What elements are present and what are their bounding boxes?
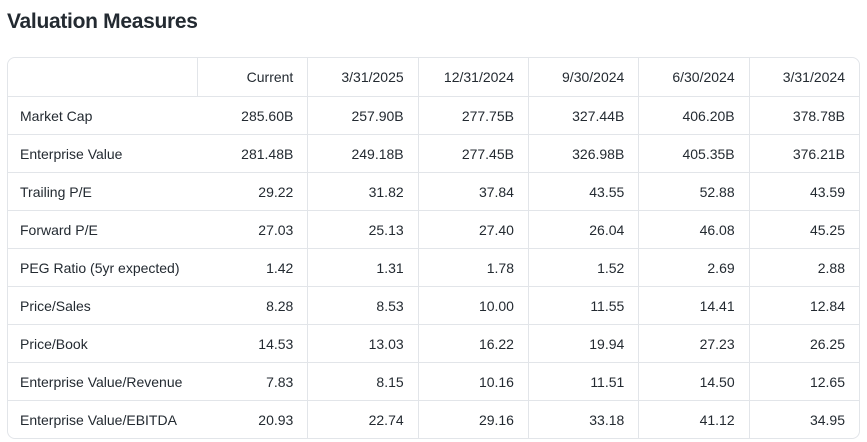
value-cell: 41.12 [638, 400, 749, 438]
value-cell: 33.18 [527, 400, 639, 438]
value-cell: 27.40 [417, 210, 528, 248]
value-cell: 29.16 [417, 400, 528, 438]
row-label: PEG Ratio (5yr expected) [8, 248, 197, 286]
value-cell: 277.45B [417, 134, 528, 172]
value-cell: 8.53 [307, 286, 418, 324]
value-cell: 281.48B [197, 134, 308, 172]
value-cell: 20.93 [197, 400, 308, 438]
value-cell: 11.55 [527, 286, 639, 324]
value-cell: 2.69 [638, 248, 749, 286]
corner-header [8, 58, 197, 96]
column-header: 9/30/2024 [527, 58, 639, 96]
value-cell: 376.21B [748, 134, 859, 172]
value-cell: 327.44B [527, 96, 639, 134]
value-cell: 43.59 [748, 172, 859, 210]
value-cell: 29.22 [197, 172, 308, 210]
column-header: 3/31/2025 [307, 58, 418, 96]
value-cell: 11.51 [527, 362, 639, 400]
row-label: Trailing P/E [8, 172, 197, 210]
value-cell: 1.78 [417, 248, 528, 286]
value-cell: 10.00 [417, 286, 528, 324]
value-cell: 45.25 [748, 210, 859, 248]
value-cell: 37.84 [417, 172, 528, 210]
table-row: Price/Sales 8.28 8.53 10.00 11.55 14.41 12.84 [8, 286, 859, 324]
column-header: 3/31/2024 [748, 58, 859, 96]
row-label: Price/Sales [8, 286, 197, 324]
value-cell: 14.50 [638, 362, 749, 400]
row-label: Enterprise Value/EBITDA [8, 400, 197, 438]
value-cell: 8.28 [197, 286, 308, 324]
value-cell: 25.13 [307, 210, 418, 248]
value-cell: 285.60B [197, 96, 308, 134]
column-header: Current [197, 58, 308, 96]
header-row: Current 3/31/2025 12/31/2024 9/30/2024 6/30/… [8, 58, 859, 96]
value-cell: 22.74 [307, 400, 418, 438]
table-row: Forward P/E 27.03 25.13 27.40 26.04 46.08 45.2… [8, 210, 859, 248]
row-label: Enterprise Value/Revenue [8, 362, 197, 400]
value-cell: 27.03 [197, 210, 308, 248]
table-row: Price/Book 14.53 13.03 16.22 19.94 27.23 26.25 [8, 324, 859, 362]
column-header: 12/31/2024 [417, 58, 528, 96]
value-cell: 7.83 [197, 362, 308, 400]
value-cell: 16.22 [417, 324, 528, 362]
value-cell: 378.78B [748, 96, 859, 134]
table-header: Current 3/31/2025 12/31/2024 9/30/2024 6/30/… [8, 58, 859, 96]
value-cell: 406.20B [638, 96, 749, 134]
table-row: Enterprise Value/Revenue 7.83 8.15 10.16 11.… [8, 362, 859, 400]
value-cell: 1.52 [527, 248, 639, 286]
value-cell: 43.55 [527, 172, 639, 210]
value-cell: 19.94 [527, 324, 639, 362]
value-cell: 1.31 [307, 248, 418, 286]
value-cell: 257.90B [307, 96, 418, 134]
column-header: 6/30/2024 [638, 58, 749, 96]
table-row: Enterprise Value/EBITDA 20.93 22.74 29.16 33… [8, 400, 859, 438]
value-cell: 1.42 [197, 248, 308, 286]
value-cell: 10.16 [417, 362, 528, 400]
value-cell: 14.53 [197, 324, 308, 362]
value-cell: 52.88 [638, 172, 749, 210]
value-cell: 277.75B [417, 96, 528, 134]
row-label: Market Cap [8, 96, 197, 134]
value-cell: 14.41 [638, 286, 749, 324]
row-label: Enterprise Value [8, 134, 197, 172]
value-cell: 326.98B [527, 134, 639, 172]
value-cell: 12.65 [748, 362, 859, 400]
value-cell: 2.88 [748, 248, 859, 286]
value-cell: 26.04 [527, 210, 639, 248]
value-cell: 31.82 [307, 172, 418, 210]
table-body: Market Cap 285.60B 257.90B 277.75B 327.44B 40… [8, 96, 859, 438]
row-label: Price/Book [8, 324, 197, 362]
value-cell: 34.95 [748, 400, 859, 438]
value-cell: 27.23 [638, 324, 749, 362]
value-cell: 13.03 [307, 324, 418, 362]
table-row: PEG Ratio (5yr expected) 1.42 1.31 1.78 1.52… [8, 248, 859, 286]
table-row: Market Cap 285.60B 257.90B 277.75B 327.44B 40… [8, 96, 859, 134]
row-label: Forward P/E [8, 210, 197, 248]
value-cell: 46.08 [638, 210, 749, 248]
section-title: Valuation Measures [7, 10, 198, 33]
value-cell: 26.25 [748, 324, 859, 362]
table-row: Enterprise Value 281.48B 249.18B 277.45B 326… [8, 134, 859, 172]
valuation-table: Current 3/31/2025 12/31/2024 9/30/2024 6/30/… [7, 57, 860, 439]
value-cell: 8.15 [307, 362, 418, 400]
value-cell: 249.18B [307, 134, 418, 172]
value-cell: 12.84 [748, 286, 859, 324]
table-row: Trailing P/E 29.22 31.82 37.84 43.55 52.88 43.… [8, 172, 859, 210]
value-cell: 405.35B [638, 134, 749, 172]
